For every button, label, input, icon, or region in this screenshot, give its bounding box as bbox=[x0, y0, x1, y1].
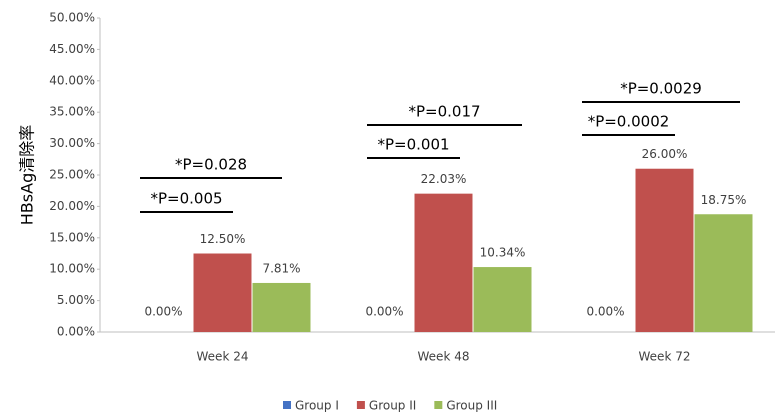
x-tick-label: Week 48 bbox=[418, 350, 470, 364]
annotation: *P=0.028 bbox=[175, 156, 247, 174]
y-tick-label: 30.00% bbox=[49, 136, 95, 150]
value-label: 10.34% bbox=[480, 246, 526, 260]
value-label: 7.81% bbox=[262, 261, 300, 275]
bar bbox=[193, 253, 252, 332]
legend-swatch bbox=[356, 401, 365, 409]
bar bbox=[694, 214, 753, 332]
x-tick-label: Week 24 bbox=[197, 350, 249, 364]
legend-label: Group I bbox=[295, 399, 339, 413]
legend-swatch bbox=[434, 401, 443, 409]
value-label: 26.00% bbox=[642, 147, 688, 161]
x-tick-label: Week 72 bbox=[639, 350, 691, 364]
bar bbox=[473, 267, 532, 332]
y-tick-label: 15.00% bbox=[49, 230, 95, 244]
value-label: 0.00% bbox=[586, 305, 624, 319]
y-tick-label: 5.00% bbox=[57, 293, 95, 307]
value-label: 12.50% bbox=[200, 232, 246, 246]
legend-label: Group II bbox=[369, 399, 416, 413]
y-tick-label: 45.00% bbox=[49, 42, 95, 56]
y-tick-label: 40.00% bbox=[49, 73, 95, 87]
y-tick-label: 10.00% bbox=[49, 262, 95, 276]
y-tick-label: 0.00% bbox=[57, 325, 95, 339]
value-label: 0.00% bbox=[365, 305, 403, 319]
y-tick-label: 25.00% bbox=[49, 168, 95, 182]
bar bbox=[635, 168, 694, 332]
legend-label: Group III bbox=[446, 399, 497, 413]
annotation: *P=0.001 bbox=[377, 136, 449, 154]
value-label: 22.03% bbox=[421, 172, 467, 186]
y-tick-label: 50.00% bbox=[49, 11, 95, 25]
y-tick-label: 35.00% bbox=[49, 105, 95, 119]
value-label: 0.00% bbox=[144, 305, 182, 319]
annotation: *P=0.0002 bbox=[588, 113, 670, 131]
y-tick-label: 20.00% bbox=[49, 199, 95, 213]
value-label: 18.75% bbox=[701, 193, 747, 207]
bar bbox=[252, 282, 311, 332]
y-axis-label: HBsAg清除率 bbox=[18, 125, 37, 225]
annotation: *P=0.0029 bbox=[620, 80, 702, 98]
bar bbox=[414, 193, 473, 332]
annotation: *P=0.005 bbox=[150, 190, 222, 208]
annotation: *P=0.017 bbox=[408, 103, 480, 121]
legend-swatch bbox=[283, 401, 291, 409]
